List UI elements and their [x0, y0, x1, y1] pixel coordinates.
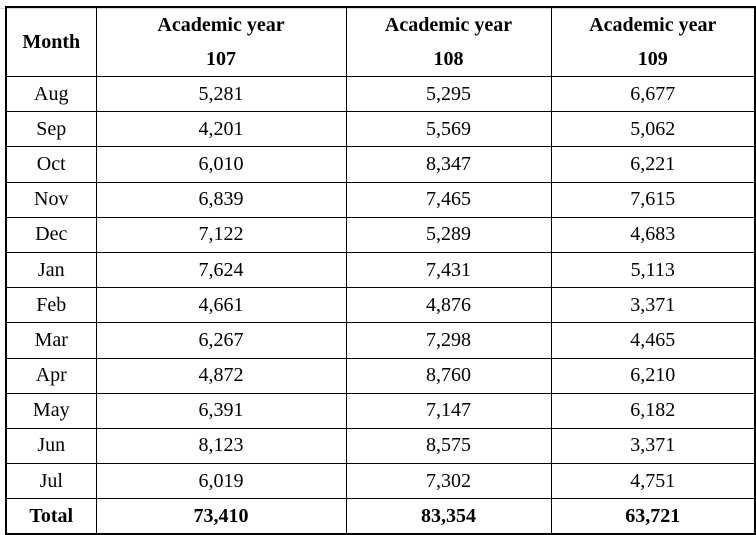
value-cell-107[interactable]: 5,281 — [95, 75, 347, 113]
value-cell-109[interactable]: 5,113 — [550, 251, 756, 289]
value-cell-108[interactable]: 7,147 — [345, 392, 552, 429]
year-109-header-label[interactable]: Academic year — [550, 6, 756, 43]
value-cell-109[interactable]: 4,683 — [550, 216, 756, 253]
table-body: Aug 5,281 5,295 6,677 Sep 4,201 5,569 5,062 Oct 6… — [5, 75, 756, 500]
value-cell-109[interactable]: 6,210 — [550, 357, 756, 394]
table-row: Nov 6,839 7,465 7,615 — [5, 181, 756, 218]
year-108-header-number[interactable]: 108 — [345, 43, 552, 77]
value-cell-109[interactable]: 5,062 — [550, 111, 756, 148]
month-cell[interactable]: Jun — [5, 427, 97, 465]
value-cell-108[interactable]: 7,431 — [345, 251, 552, 289]
value-cell-109[interactable]: 6,677 — [550, 75, 756, 113]
value-cell-107[interactable]: 6,391 — [95, 392, 347, 429]
value-cell-108[interactable]: 4,876 — [345, 287, 552, 324]
table-row: Jan 7,624 7,431 5,113 — [5, 251, 756, 289]
value-cell-107[interactable]: 6,839 — [95, 181, 347, 218]
table-row: Dec 7,122 5,289 4,683 — [5, 216, 756, 253]
value-cell-109[interactable]: 7,615 — [550, 181, 756, 218]
table-row: Feb 4,661 4,876 3,371 — [5, 287, 756, 324]
value-cell-108[interactable]: 5,289 — [345, 216, 552, 253]
value-cell-108[interactable]: 7,465 — [345, 181, 552, 218]
total-label-cell[interactable]: Total — [5, 498, 97, 535]
month-cell[interactable]: Nov — [5, 181, 97, 218]
year-107-header-label[interactable]: Academic year — [95, 6, 347, 43]
value-cell-109[interactable]: 4,465 — [550, 322, 756, 359]
value-cell-108[interactable]: 8,760 — [345, 357, 552, 394]
table-row: Aug 5,281 5,295 6,677 — [5, 75, 756, 113]
table-row: Sep 4,201 5,569 5,062 — [5, 111, 756, 148]
table-row: Apr 4,872 8,760 6,210 — [5, 357, 756, 394]
table-row: May 6,391 7,147 6,182 — [5, 392, 756, 429]
header-row-bottom: 107 108 109 — [6, 43, 756, 77]
month-cell[interactable]: Jul — [5, 463, 97, 500]
value-cell-107[interactable]: 4,661 — [95, 287, 347, 324]
value-cell-107[interactable]: 8,123 — [95, 427, 347, 465]
month-cell[interactable]: Dec — [5, 216, 97, 253]
month-cell[interactable]: Oct — [5, 146, 97, 183]
monthly-data-table: Month Academic year Academic year Academ… — [5, 6, 756, 535]
year-109-header-number[interactable]: 109 — [550, 43, 756, 77]
value-cell-107[interactable]: 4,872 — [95, 357, 347, 394]
total-108-cell[interactable]: 83,354 — [345, 498, 552, 535]
month-cell[interactable]: Apr — [5, 357, 97, 394]
table-row: Jun 8,123 8,575 3,371 — [5, 427, 756, 465]
value-cell-107[interactable]: 6,010 — [95, 146, 347, 183]
value-cell-109[interactable]: 6,182 — [550, 392, 756, 429]
table-row: Mar 6,267 7,298 4,465 — [5, 322, 756, 359]
total-107-cell[interactable]: 73,410 — [95, 498, 347, 535]
value-cell-109[interactable]: 6,221 — [550, 146, 756, 183]
header-row-top: Month Academic year Academic year Academ… — [5, 6, 756, 77]
value-cell-109[interactable]: 3,371 — [550, 287, 756, 324]
value-cell-108[interactable]: 5,295 — [345, 75, 552, 113]
value-cell-107[interactable]: 4,201 — [95, 111, 347, 148]
month-cell[interactable]: Mar — [5, 322, 97, 359]
value-cell-107[interactable]: 6,267 — [95, 322, 347, 359]
value-cell-108[interactable]: 7,298 — [345, 322, 552, 359]
month-cell[interactable]: Aug — [5, 75, 97, 113]
month-cell[interactable]: Jan — [5, 251, 97, 289]
value-cell-107[interactable]: 7,624 — [95, 251, 347, 289]
total-109-cell[interactable]: 63,721 — [550, 498, 756, 535]
table-row: Oct 6,010 8,347 6,221 — [5, 146, 756, 183]
value-cell-107[interactable]: 6,019 — [95, 463, 347, 500]
value-cell-108[interactable]: 8,347 — [345, 146, 552, 183]
year-107-header-number[interactable]: 107 — [95, 43, 347, 77]
total-row: Total 73,410 83,354 63,721 — [5, 498, 756, 535]
value-cell-109[interactable]: 4,751 — [550, 463, 756, 500]
value-cell-108[interactable]: 8,575 — [345, 427, 552, 465]
value-cell-109[interactable]: 3,371 — [550, 427, 756, 465]
table-row: Jul 6,019 7,302 4,751 — [5, 463, 756, 500]
month-cell[interactable]: Feb — [5, 287, 97, 324]
month-cell[interactable]: Sep — [5, 111, 97, 148]
value-cell-108[interactable]: 7,302 — [345, 463, 552, 500]
month-cell[interactable]: May — [5, 392, 97, 429]
year-108-header-label[interactable]: Academic year — [345, 6, 552, 43]
month-column-header[interactable]: Month — [5, 6, 97, 77]
value-cell-108[interactable]: 5,569 — [345, 111, 552, 148]
value-cell-107[interactable]: 7,122 — [95, 216, 347, 253]
